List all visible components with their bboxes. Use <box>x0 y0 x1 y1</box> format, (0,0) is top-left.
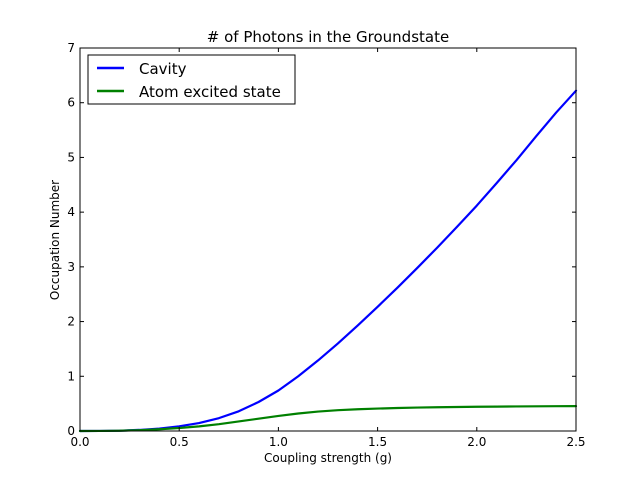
tick-layer: 0.0 0.5 1.0 1.5 2.0 2.5 0 1 2 3 4 5 6 7 <box>67 41 585 449</box>
x-tick-label: 1.5 <box>368 435 387 449</box>
x-axis-label: Coupling strength (g) <box>264 451 392 465</box>
x-tick-label: 1.0 <box>269 435 288 449</box>
y-tick-label: 7 <box>67 41 75 55</box>
legend-label-atom-excited-state: Atom excited state <box>139 83 281 101</box>
legend: Cavity Atom excited state <box>87 54 296 105</box>
plot-frame <box>79 47 577 432</box>
legend-label-cavity: Cavity <box>139 60 187 78</box>
y-tick-label: 2 <box>67 315 75 329</box>
x-tick-label: 0.5 <box>170 435 189 449</box>
chart-title: # of Photons in the Groundstate <box>207 28 449 46</box>
y-tick-label: 5 <box>67 150 75 164</box>
x-tick-label: 0.0 <box>70 435 89 449</box>
legend-box <box>87 54 296 105</box>
y-tick-label: 6 <box>67 96 75 110</box>
y-tick-label: 1 <box>67 369 75 383</box>
y-axis-label: Occupation Number <box>48 180 62 300</box>
plot-background <box>80 48 576 431</box>
series-layer <box>78 89 578 433</box>
x-tick-label: 2.0 <box>467 435 486 449</box>
y-tick-label: 0 <box>67 424 75 438</box>
y-tick-label: 4 <box>67 205 75 219</box>
y-tick-label: 3 <box>67 260 75 274</box>
x-tick-label: 2.5 <box>566 435 585 449</box>
series-line-atom-excited-state <box>78 405 578 433</box>
